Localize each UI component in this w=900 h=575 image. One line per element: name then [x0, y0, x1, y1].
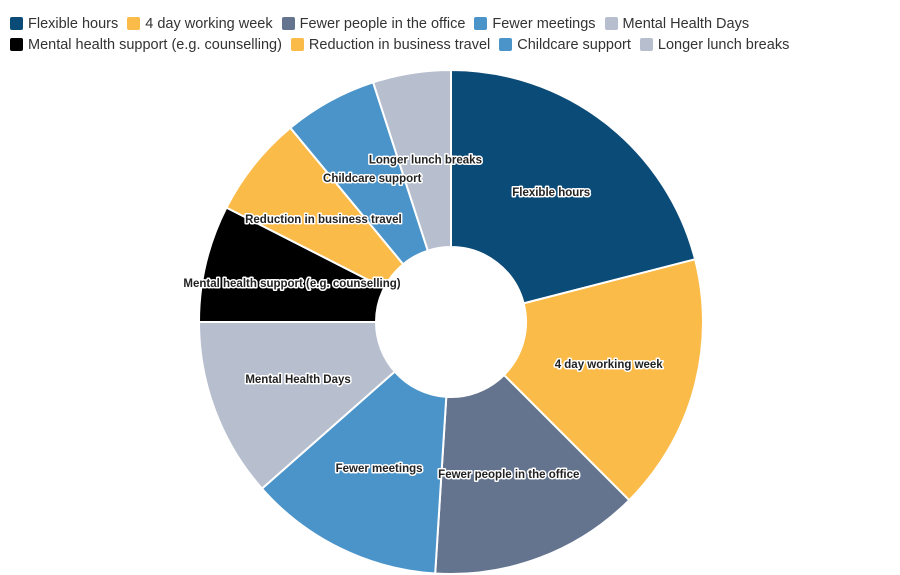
legend-swatch [639, 38, 653, 51]
slice-longer-lunch-breaks[interactable] [371, 68, 452, 252]
legend-item-fewer-meetings[interactable]: Fewer meetings [474, 15, 596, 32]
slice-label-flexible-hours: Flexible hours [512, 187, 590, 199]
donut-slice-labels: Flexible hours 4 day working week Fewer pe… [182, 153, 665, 482]
legend-label: Fewer meetings [492, 15, 596, 32]
slice-label-mental-health-support-e-g-counselling: Mental health support (e.g. counselling) [183, 278, 400, 290]
legend-swatch [127, 17, 141, 30]
legend-swatch [474, 17, 488, 30]
legend-label: 4 day working week [145, 15, 273, 32]
donut-slices [197, 68, 704, 575]
legend-label: Mental Health Days [622, 15, 750, 32]
slice-4-day-working-week[interactable] [502, 258, 704, 502]
legend-swatch [604, 17, 618, 30]
legend-label: Fewer people in the office [299, 15, 466, 32]
legend-swatch [499, 38, 513, 51]
legend-swatch [290, 38, 304, 51]
slice-label-4-day-working-week: 4 day working week [555, 359, 664, 371]
legend-label: Mental health support (e.g. counselling) [28, 36, 282, 53]
slice-label-mental-health-days: Mental Health Days [245, 374, 350, 386]
slice-flexible-hours[interactable] [450, 68, 697, 305]
legend-item-childcare-support[interactable]: Childcare support [499, 37, 631, 53]
legend-label: Reduction in business travel [308, 36, 491, 53]
legend-item-mental-health-days[interactable]: Mental Health Days [604, 15, 750, 32]
slice-label-fewer-people-in-the-office: Fewer people in the office [438, 469, 579, 481]
legend-item-fewer-people[interactable]: Fewer people in the office [281, 15, 466, 32]
slice-mental-health-days[interactable] [197, 321, 397, 491]
slice-label-fewer-meetings: Fewer meetings [336, 463, 423, 475]
legend-row-1: Flexible hours 4 day working week Fewer … [10, 13, 890, 34]
legend-label: Childcare support [517, 36, 631, 53]
chart-legend: Flexible hours 4 day working week Fewer … [10, 13, 890, 55]
legend-item-4-day-week[interactable]: 4 day working week [127, 15, 273, 32]
slice-label-longer-lunch-breaks: Longer lunch breaks [369, 155, 482, 167]
legend-item-mental-health-support[interactable]: Mental health support (e.g. counselling) [10, 37, 282, 53]
slice-label-childcare-support: Childcare support [323, 173, 422, 185]
legend-label: Longer lunch breaks [657, 36, 790, 53]
legend-item-longer-lunch[interactable]: Longer lunch breaks [639, 36, 790, 53]
slice-fewer-people-in-the-office[interactable] [434, 373, 631, 575]
legend-item-flexible-hours[interactable]: Flexible hours [10, 16, 118, 32]
legend-swatch [281, 17, 295, 30]
slice-label-reduction-in-business-travel: Reduction in business travel [245, 214, 402, 226]
legend-swatch [10, 38, 23, 51]
legend-row-2: Mental health support (e.g. counselling)… [10, 34, 890, 55]
legend-label: Flexible hours [28, 15, 119, 32]
slice-fewer-meetings[interactable] [260, 370, 448, 575]
legend-item-business-travel[interactable]: Reduction in business travel [290, 36, 491, 53]
legend-swatch [10, 17, 23, 30]
